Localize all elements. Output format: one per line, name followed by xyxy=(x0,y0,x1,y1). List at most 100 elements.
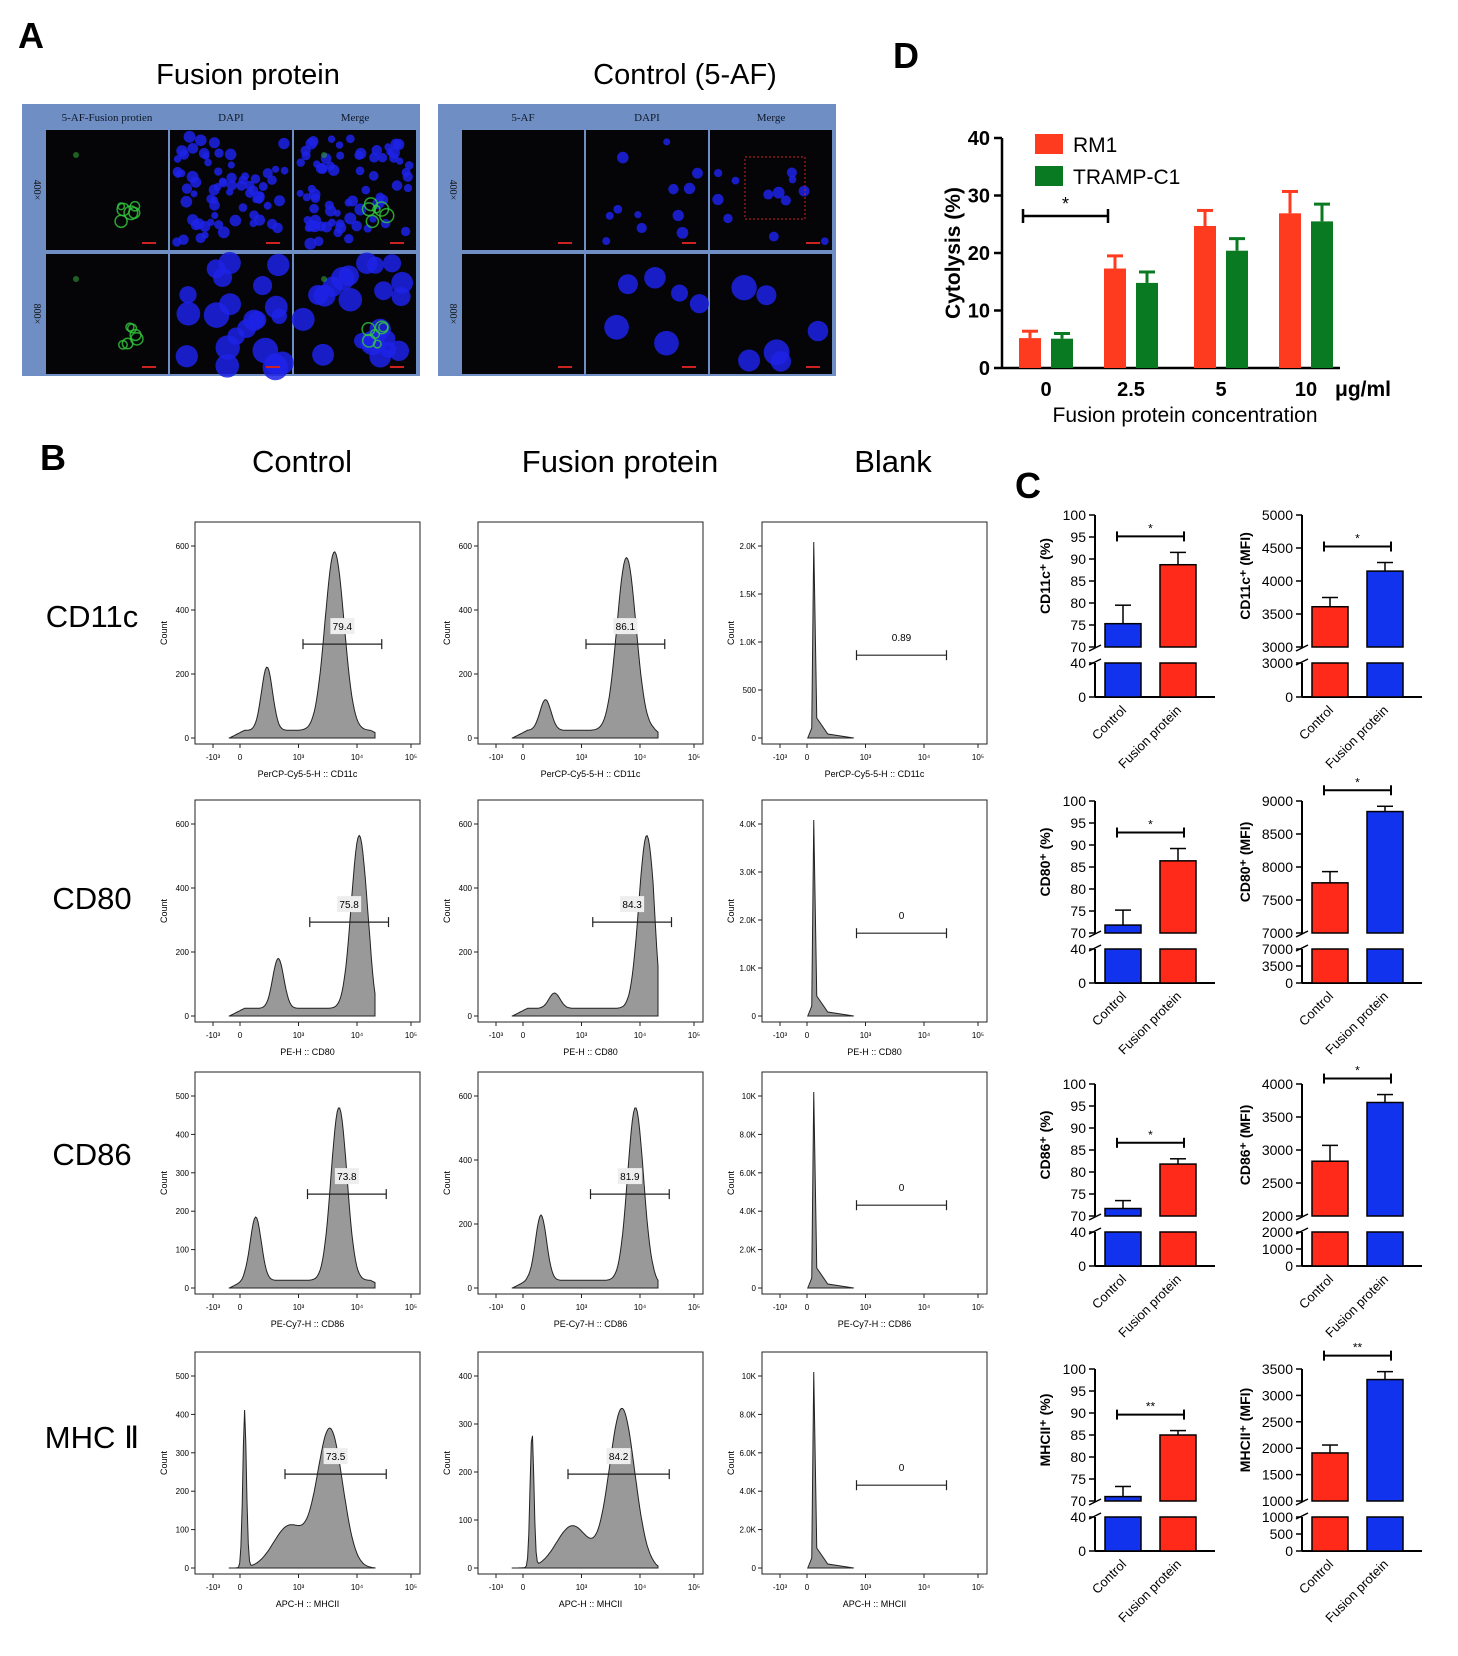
gate-percentage: 0.89 xyxy=(892,633,912,644)
bar-upper xyxy=(1366,1101,1404,1217)
panel-letter-d: D xyxy=(893,35,919,76)
bar-lower xyxy=(1159,948,1197,984)
y-tick-label: 1000 xyxy=(1262,1241,1293,1257)
histogram-x-tick: 10⁵ xyxy=(972,753,984,762)
y-axis-label: Cytolysis (%) xyxy=(942,187,965,319)
microscopy-image xyxy=(170,251,294,381)
y-tick-label: 4500 xyxy=(1262,540,1293,556)
histogram-y-label: Count xyxy=(726,899,736,924)
y-tick-label: 75 xyxy=(1070,1186,1086,1202)
y-tick-label: 3500 xyxy=(1262,1361,1293,1377)
histogram-y-tick: 200 xyxy=(459,1468,473,1477)
x-tick-label: Control xyxy=(1296,1271,1336,1311)
x-unit-label: μg/ml xyxy=(1335,378,1391,401)
bar-upper xyxy=(1366,810,1404,934)
histogram-x-tick: 10⁴ xyxy=(351,753,364,762)
y-tick-label: 8500 xyxy=(1262,826,1293,842)
legend-label: RM1 xyxy=(1073,134,1117,157)
histogram-y-tick: 500 xyxy=(176,1372,190,1381)
histogram-frame xyxy=(761,799,988,1023)
flow-column-title: Control xyxy=(252,444,352,479)
histogram-y-tick: 6.0K xyxy=(740,1169,757,1178)
histogram-y-tick: 0 xyxy=(185,1564,190,1573)
histogram-y-tick: 200 xyxy=(176,1487,190,1496)
histogram-y-tick: 400 xyxy=(176,884,190,893)
microscopy-group-title: Control (5-AF) xyxy=(593,59,777,91)
y-tick-label: 0 xyxy=(1285,1543,1293,1559)
histogram-y-label: Count xyxy=(726,1451,736,1476)
y-tick-label: 100 xyxy=(1063,1361,1087,1377)
y-tick-label: 95 xyxy=(1070,815,1086,831)
histogram-y-tick: 10K xyxy=(742,1372,757,1381)
bar-lower xyxy=(1311,1231,1349,1267)
microscopy-column-label: 5-AF-Fusion protien xyxy=(62,112,153,124)
histogram-y-tick: 0 xyxy=(752,734,757,743)
histogram-x-label: PerCP-Cy5-5-H :: CD11c xyxy=(541,769,641,779)
histogram-x-tick: -10³ xyxy=(773,1303,788,1312)
histogram-y-tick: 1.0K xyxy=(740,638,757,647)
bar-lower xyxy=(1104,1516,1142,1552)
legend-label: TRAMP-C1 xyxy=(1073,166,1180,189)
histogram-x-tick: 0 xyxy=(521,1303,526,1312)
y-tick-label: 70 xyxy=(1070,1208,1086,1224)
y-tick-label: 90 xyxy=(1070,1120,1086,1136)
y-tick-label: 4000 xyxy=(1262,573,1293,589)
histogram-x-tick: 10³ xyxy=(293,753,305,762)
bar-upper xyxy=(1159,1163,1197,1217)
y-tick-label: 40 xyxy=(1070,941,1086,957)
y-axis-label: CD86⁺ (MFI) xyxy=(1237,1105,1253,1186)
histogram-x-tick: 10⁴ xyxy=(918,1031,931,1040)
gate-percentage: 84.3 xyxy=(622,900,642,911)
gate-percentage: 79.4 xyxy=(333,622,353,633)
histogram-x-label: PE-H :: CD80 xyxy=(847,1047,902,1057)
histogram-x-tick: 0 xyxy=(238,753,243,762)
histogram-y-tick: 400 xyxy=(459,1372,473,1381)
histogram-frame xyxy=(477,1351,704,1575)
y-axis-label: CD80⁺ (MFI) xyxy=(1237,822,1253,903)
histogram-y-label: Count xyxy=(442,621,452,646)
histogram-x-tick: 0 xyxy=(238,1031,243,1040)
y-tick-label: 75 xyxy=(1070,617,1086,633)
bar-tramp-c1 xyxy=(1226,250,1248,368)
y-tick-label: 95 xyxy=(1070,1383,1086,1399)
significance-star: ** xyxy=(1353,1341,1363,1355)
y-tick-label: 3000 xyxy=(1262,1142,1293,1158)
y-tick-label: 95 xyxy=(1070,529,1086,545)
y-tick-label: 2000 xyxy=(1262,1224,1293,1240)
histogram-y-tick: 3.0K xyxy=(740,868,757,877)
bar-lower xyxy=(1311,662,1349,698)
histogram-y-tick: 0 xyxy=(185,1012,190,1021)
x-tick-label: 10 xyxy=(1295,379,1317,401)
y-tick-label: 75 xyxy=(1070,903,1086,919)
y-tick-label: 100 xyxy=(1063,793,1087,809)
microscopy-image xyxy=(586,130,708,250)
y-axis-label: MHCII⁺ (%) xyxy=(1037,1394,1053,1467)
histogram-curve xyxy=(228,551,376,739)
y-tick-label: 20 xyxy=(968,243,990,265)
histogram-frame xyxy=(477,799,704,1023)
bar-upper xyxy=(1366,1378,1404,1502)
histogram-frame xyxy=(761,1351,988,1575)
histogram-y-tick: 1.5K xyxy=(740,590,757,599)
histogram-y-tick: 0 xyxy=(752,1284,757,1293)
y-tick-label: 0 xyxy=(1285,1258,1293,1274)
histogram-y-tick: 600 xyxy=(459,820,473,829)
bar-tramp-c1 xyxy=(1311,221,1333,368)
microscopy-group-0: Fusion protein 5-AF-Fusion protien DAPI Mer… xyxy=(22,59,420,381)
y-tick-label: 2000 xyxy=(1262,1208,1293,1224)
significance-star: * xyxy=(1148,521,1153,535)
flow-histogram: 0 200 400 600 Count -10³ 0 10³ 10⁴ 10⁵ PerCP-Cy5-5… xyxy=(442,521,704,779)
x-tick-label: 0 xyxy=(1040,379,1051,401)
bar-lower xyxy=(1159,662,1197,698)
histogram-y-tick: 200 xyxy=(176,948,190,957)
histogram-x-tick: 10⁵ xyxy=(405,1303,417,1312)
histogram-x-tick: 10⁵ xyxy=(972,1031,984,1040)
histogram-x-tick: 10³ xyxy=(860,1031,872,1040)
y-tick-label: 1000 xyxy=(1262,1509,1293,1525)
histogram-curve xyxy=(511,1107,659,1289)
y-tick-label: 80 xyxy=(1070,1449,1086,1465)
histogram-x-tick: 10⁵ xyxy=(405,1031,417,1040)
histogram-x-tick: 0 xyxy=(805,1031,810,1040)
y-axis-label: CD11c⁺ (%) xyxy=(1037,538,1053,614)
histogram-y-tick: 200 xyxy=(459,948,473,957)
